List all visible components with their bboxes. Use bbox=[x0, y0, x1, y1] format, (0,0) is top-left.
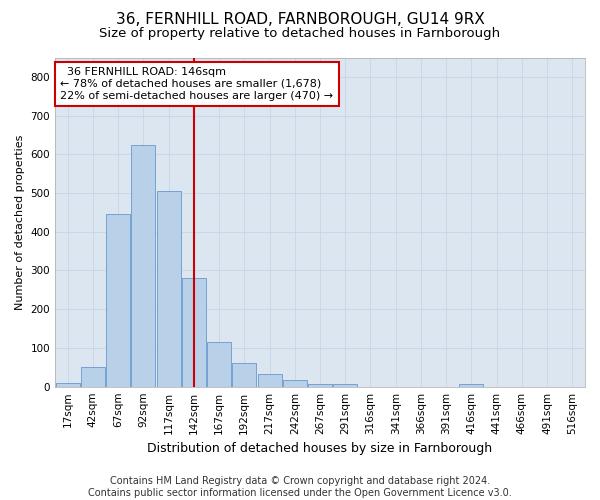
Text: Size of property relative to detached houses in Farnborough: Size of property relative to detached ho… bbox=[100, 28, 500, 40]
Text: Contains HM Land Registry data © Crown copyright and database right 2024.
Contai: Contains HM Land Registry data © Crown c… bbox=[88, 476, 512, 498]
Text: 36 FERNHILL ROAD: 146sqm
← 78% of detached houses are smaller (1,678)
22% of sem: 36 FERNHILL ROAD: 146sqm ← 78% of detach… bbox=[61, 68, 334, 100]
Bar bbox=[460, 384, 484, 386]
Bar bbox=[257, 374, 281, 386]
Y-axis label: Number of detached properties: Number of detached properties bbox=[15, 134, 25, 310]
Bar bbox=[56, 383, 80, 386]
Bar bbox=[333, 384, 357, 386]
Bar bbox=[283, 380, 307, 386]
Bar bbox=[106, 214, 130, 386]
Bar bbox=[207, 342, 231, 386]
Bar bbox=[131, 144, 155, 386]
X-axis label: Distribution of detached houses by size in Farnborough: Distribution of detached houses by size … bbox=[148, 442, 493, 455]
Bar bbox=[232, 362, 256, 386]
Text: 36, FERNHILL ROAD, FARNBOROUGH, GU14 9RX: 36, FERNHILL ROAD, FARNBOROUGH, GU14 9RX bbox=[116, 12, 484, 28]
Bar bbox=[157, 191, 181, 386]
Bar bbox=[308, 384, 332, 386]
Bar bbox=[182, 278, 206, 386]
Bar bbox=[81, 366, 105, 386]
